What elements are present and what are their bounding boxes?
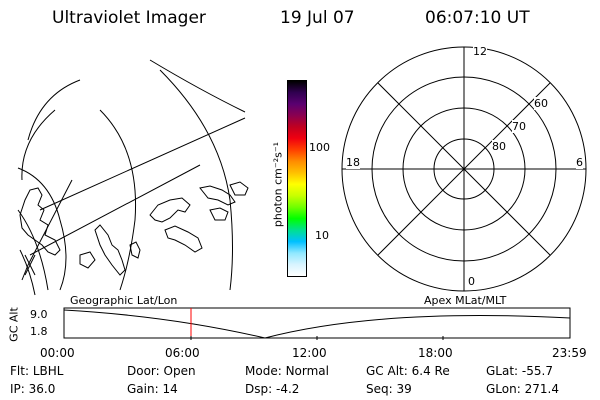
status-dsp: Dsp: -4.2 (245, 382, 300, 396)
geographic-map (17, 59, 249, 296)
polar-label-left: 18 (346, 156, 360, 169)
status-flt: Flt: LBHL (10, 364, 64, 378)
timeline-xtick-2359: 23:59 (552, 346, 587, 360)
page-title: Ultraviolet Imager (52, 8, 206, 28)
coastline-3 (149, 197, 191, 223)
polar-plot (341, 46, 587, 292)
status-ip: IP: 36.0 (10, 382, 56, 396)
timeline-frame (63, 307, 571, 339)
coastline-6 (209, 207, 229, 221)
coastline-1 (19, 187, 61, 256)
grid-arc-3 (149, 59, 246, 113)
timeline-xtick-1200: 12:00 (292, 346, 327, 360)
timeline-ytick-bottom: 1.8 (30, 325, 48, 338)
timeline-right-label: Apex MLat/MLT (424, 294, 507, 307)
grid-arc-7 (99, 109, 137, 291)
status-door: Door: Open (127, 364, 196, 378)
colorbar-unit-label: photon cm⁻²s⁻¹ (271, 141, 285, 228)
grid-line-3 (27, 179, 73, 266)
polar-lat-70: 70 (512, 120, 526, 133)
timeline-xtick-1800: 18:00 (418, 346, 453, 360)
status-glat: GLat: -55.7 (486, 364, 553, 378)
timeline-left-label: Geographic Lat/Lon (70, 294, 178, 307)
timeline-ytick-top: 9.0 (30, 308, 48, 321)
coastline-8 (229, 181, 249, 196)
timeline-xtick-0600: 06:00 (165, 346, 200, 360)
grid-arc-6 (19, 249, 36, 296)
status-gc-alt: GC Alt: 6.4 Re (366, 364, 450, 378)
status-mode: Mode: Normal (245, 364, 329, 378)
coastline-2 (94, 224, 126, 276)
coastline-9 (79, 251, 96, 269)
grid-arc-5 (17, 209, 49, 291)
polar-label-bottom: 0 (468, 275, 475, 288)
grid-arc-1 (21, 109, 56, 181)
time-label: 06:07:10 UT (425, 8, 530, 28)
coastline-4 (164, 225, 203, 253)
timeline-xtick-0000: 00:00 (40, 346, 75, 360)
colorbar-tick-100: 100 (309, 141, 330, 154)
coastline-7 (129, 241, 141, 259)
status-glon: GLon: 271.4 (486, 382, 559, 396)
polar-lat-80: 80 (492, 140, 506, 153)
pole-marker (24, 254, 36, 276)
grid-line-4 (21, 264, 29, 281)
grid-arc-4 (17, 167, 67, 291)
timeline-plot (63, 307, 571, 340)
grid-arc-2 (27, 79, 81, 141)
coastline-5 (199, 185, 236, 206)
timeline-axis-title: GC Alt (7, 307, 21, 342)
colorbar-tick-10: 10 (315, 229, 329, 242)
polar-label-right: 6 (576, 156, 583, 169)
status-seq: Seq: 39 (366, 382, 412, 396)
colorbar (287, 80, 307, 277)
colorbar-gradient (288, 81, 306, 276)
polar-diagonal-2 (377, 82, 551, 256)
polar-lat-60: 60 (534, 97, 548, 110)
orbit-altitude-curve (63, 309, 571, 339)
grid-line-1 (29, 164, 201, 256)
grid-line-2 (39, 117, 246, 211)
polar-label-top: 12 (473, 45, 487, 58)
status-gain: Gain: 14 (127, 382, 178, 396)
date-label: 19 Jul 07 (280, 8, 355, 28)
